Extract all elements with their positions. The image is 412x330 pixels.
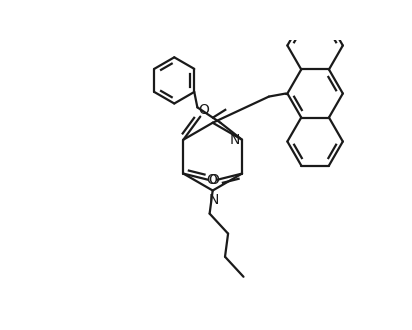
Text: N: N bbox=[209, 193, 220, 207]
Text: O: O bbox=[199, 103, 210, 117]
Text: O: O bbox=[206, 173, 217, 187]
Text: O: O bbox=[209, 173, 220, 187]
Text: N: N bbox=[229, 133, 239, 147]
